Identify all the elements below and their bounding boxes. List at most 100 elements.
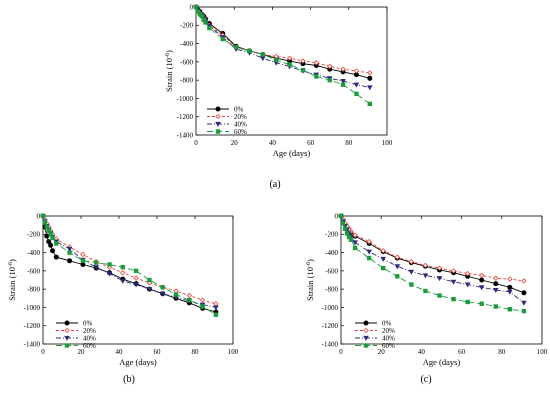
data-point [464, 270, 471, 277]
y-tick-label: -1000 [322, 304, 339, 312]
series-60pct [193, 4, 372, 107]
data-point [80, 251, 86, 258]
data-point [479, 277, 485, 283]
data-point [53, 254, 59, 260]
data-point [133, 275, 139, 281]
y-tick-label: -600 [27, 267, 40, 275]
y-tick-label: -400 [180, 40, 193, 48]
legend-marker [363, 335, 369, 341]
y-axis-title: Strain (10-6) [164, 50, 174, 92]
data-point [422, 273, 429, 279]
legend-marker [215, 113, 221, 120]
series-line [195, 6, 370, 88]
data-point [220, 36, 225, 42]
series-line [340, 215, 524, 312]
series-60pct [338, 213, 527, 314]
legend-label: 0% [234, 105, 244, 113]
data-point [521, 278, 527, 284]
x-tick-label: 0 [339, 348, 343, 356]
legend-marker [215, 106, 221, 112]
data-point [50, 235, 55, 241]
data-point [493, 304, 498, 309]
data-point [80, 258, 86, 263]
data-point [199, 13, 204, 19]
data-point [493, 275, 499, 281]
data-point [340, 221, 346, 226]
x-tick-label: 40 [269, 139, 277, 147]
y-tick-label: 0 [190, 3, 194, 11]
x-tick-label: 20 [231, 139, 239, 147]
data-point [352, 240, 358, 246]
data-point [66, 246, 73, 252]
data-point [213, 305, 219, 311]
data-point [80, 261, 86, 267]
x-tick-label: 20 [78, 348, 86, 356]
y-tick-label: 0 [335, 212, 339, 220]
x-tick-label: 60 [154, 348, 162, 356]
legend-label: 0% [83, 319, 93, 327]
data-point [340, 82, 346, 87]
x-tick-label: 60 [307, 139, 315, 147]
data-point [367, 101, 372, 107]
series-20pct [338, 213, 527, 284]
legend-label: 40% [83, 334, 96, 342]
x-axis-title: Age (days) [273, 148, 311, 158]
data-point [493, 281, 499, 287]
legend-label: 40% [234, 120, 247, 128]
data-point [367, 75, 373, 81]
data-point [354, 91, 359, 97]
data-point [146, 287, 153, 293]
data-point [451, 297, 456, 302]
x-tick-label: 100 [537, 348, 548, 356]
data-point [54, 241, 59, 246]
data-point [93, 265, 99, 271]
plot-frame [42, 215, 234, 345]
legend-marker [64, 327, 70, 334]
legend: 0%20%40%60% [355, 319, 395, 350]
data-point [436, 276, 443, 282]
data-point [213, 312, 219, 317]
legend-marker [64, 320, 70, 326]
data-point [199, 297, 206, 303]
x-tick-label: 0 [41, 348, 45, 356]
y-tick-label: -1200 [322, 322, 339, 330]
plot-frame [195, 6, 388, 136]
legend-label: 20% [234, 113, 247, 121]
y-axis-title: Strain (10-6) [7, 259, 17, 301]
data-point [521, 308, 527, 314]
data-point [342, 226, 348, 231]
legend-label: 60% [234, 128, 247, 136]
data-point [353, 68, 360, 74]
data-point [48, 242, 54, 248]
y-tick-label: -200 [325, 231, 338, 239]
data-point [48, 232, 53, 237]
panel-label: (a) [269, 179, 280, 190]
data-point [44, 224, 49, 230]
data-point [107, 262, 112, 267]
data-point [44, 233, 50, 239]
legend-label: 40% [382, 334, 395, 342]
data-point [521, 300, 527, 306]
data-point [50, 248, 56, 254]
data-point [464, 282, 471, 288]
data-point [203, 20, 208, 25]
data-point [200, 304, 205, 309]
x-tick-label: 80 [345, 139, 353, 147]
y-tick-label: -800 [325, 286, 338, 294]
y-tick-label: -400 [27, 249, 40, 257]
data-point [247, 48, 252, 54]
data-point [366, 255, 372, 261]
x-tick-label: 40 [418, 348, 426, 356]
legend-marker [64, 343, 70, 348]
legend: 0%20%40%60% [56, 319, 96, 350]
data-point [352, 232, 358, 238]
data-point [437, 293, 442, 298]
data-point [133, 282, 139, 288]
data-point [353, 82, 360, 88]
data-point [327, 77, 332, 83]
data-point [338, 213, 344, 219]
data-point [327, 63, 333, 70]
data-point [94, 260, 99, 265]
